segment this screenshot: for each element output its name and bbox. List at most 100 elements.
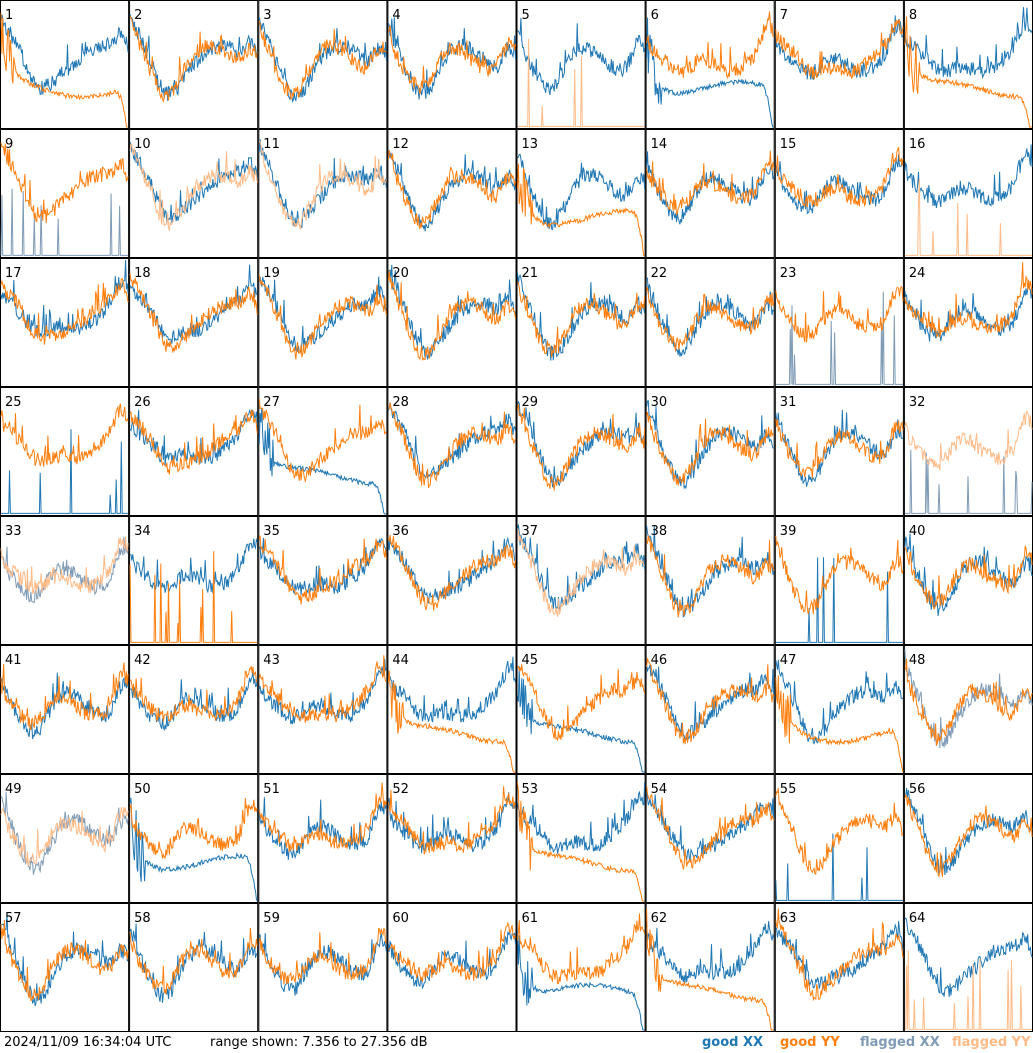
- panel-label: 43: [263, 653, 280, 668]
- series-xx-32: [904, 449, 1033, 514]
- panel-frame: [0, 516, 130, 645]
- panel-label: 8: [909, 8, 917, 23]
- panel-label: 5: [522, 8, 530, 23]
- series-xx-47: [775, 659, 904, 745]
- panel-frame: [0, 0, 130, 129]
- series-yy-46: [646, 658, 775, 745]
- panel-label: 29: [522, 395, 539, 410]
- series-yy-29: [517, 403, 646, 491]
- series-yy-2: [129, 15, 258, 103]
- panel-label: 12: [392, 137, 409, 152]
- legend-flagged-xx: flagged XX: [860, 1035, 940, 1050]
- series-xx-49: [0, 792, 129, 875]
- series-xx-14: [646, 151, 775, 225]
- panel-label: 23: [780, 266, 797, 281]
- panel-2: 2: [129, 0, 259, 129]
- panel-9: 9: [0, 129, 130, 258]
- panel-frame: [774, 129, 904, 258]
- panel-59: 59: [258, 903, 388, 1032]
- panel-label: 36: [392, 524, 409, 539]
- panel-15: 15: [774, 129, 904, 258]
- series-yy-12: [387, 150, 516, 230]
- panel-label: 44: [392, 653, 409, 668]
- series-yy-44: [387, 670, 516, 773]
- series-yy-14: [646, 150, 775, 216]
- panel-35: 35: [258, 516, 388, 645]
- panel-60: 60: [387, 903, 517, 1032]
- series-xx-2: [129, 13, 258, 101]
- legend-good-yy: good YY: [780, 1035, 840, 1050]
- panel-frame: [0, 129, 130, 258]
- series-yy-30: [646, 411, 775, 486]
- panel-3: 3: [258, 0, 388, 129]
- series-xx-53: [517, 782, 646, 854]
- panel-frame: [0, 903, 130, 1032]
- series-yy-36: [387, 534, 516, 611]
- series-xx-12: [388, 151, 516, 232]
- panel-label: 55: [780, 782, 797, 797]
- panel-frame: [129, 258, 259, 387]
- panel-frame: [774, 387, 904, 516]
- series-xx-23: [775, 291, 903, 385]
- panel-45: 45: [516, 645, 646, 774]
- panel-frame: [258, 645, 388, 774]
- panel-56: 56: [903, 774, 1033, 903]
- panel-label: 30: [651, 395, 668, 410]
- panel-frame: [258, 903, 388, 1032]
- series-xx-11: [258, 139, 387, 229]
- series-xx-9: [0, 188, 129, 256]
- series-yy-9: [0, 142, 129, 224]
- panel-label: 39: [780, 524, 797, 539]
- panel-frame: [645, 516, 775, 645]
- panel-61: 61: [516, 903, 646, 1032]
- panel-12: 12: [387, 129, 517, 258]
- panel-58: 58: [129, 903, 259, 1032]
- panel-label: 45: [522, 653, 539, 668]
- series-yy-5: [517, 38, 645, 127]
- series-yy-26: [129, 410, 258, 475]
- panel-29: 29: [516, 387, 646, 516]
- panel-frame: [258, 0, 388, 129]
- series-xx-37: [517, 524, 646, 611]
- panel-label: 63: [780, 911, 797, 926]
- series-xx-52: [387, 792, 516, 854]
- panel-frame: [129, 0, 259, 129]
- series-yy-24: [904, 262, 1033, 338]
- panel-frame: [774, 903, 904, 1032]
- series-xx-27: [258, 407, 387, 515]
- panel-8: 8: [903, 0, 1033, 129]
- panel-frame: [387, 258, 517, 387]
- series-yy-55: [775, 787, 904, 875]
- panel-frame: [645, 387, 775, 516]
- panel-frame: [774, 0, 904, 129]
- series-xx-7: [775, 15, 904, 81]
- series-yy-28: [388, 402, 516, 489]
- panel-label: 18: [134, 266, 151, 281]
- series-xx-13: [517, 153, 646, 231]
- panel-19: 19: [258, 258, 388, 387]
- panel-frame: [0, 258, 130, 387]
- panel-label: 26: [134, 395, 151, 410]
- panel-39: 39: [774, 516, 904, 645]
- series-yy-37: [517, 528, 645, 617]
- series-yy-38: [646, 535, 775, 618]
- panel-label: 52: [392, 782, 409, 797]
- panel-label: 22: [651, 266, 668, 281]
- series-xx-30: [646, 399, 774, 490]
- panel-62: 62: [645, 903, 775, 1032]
- legend-flagged-yy: flagged YY: [952, 1035, 1031, 1050]
- panel-10: 10: [129, 129, 259, 258]
- panel-frame: [387, 645, 517, 774]
- panel-label: 57: [5, 911, 22, 926]
- panel-label: 31: [780, 395, 797, 410]
- series-xx-46: [646, 664, 775, 742]
- series-yy-49: [0, 806, 129, 866]
- panel-frame: [645, 258, 775, 387]
- series-xx-22: [646, 277, 775, 357]
- panel-label: 4: [392, 8, 400, 23]
- panel-frame: [387, 516, 517, 645]
- series-xx-51: [258, 797, 387, 860]
- panel-18: 18: [129, 258, 259, 387]
- legend-good-xx: good XX: [702, 1035, 764, 1050]
- panel-30: 30: [645, 387, 775, 516]
